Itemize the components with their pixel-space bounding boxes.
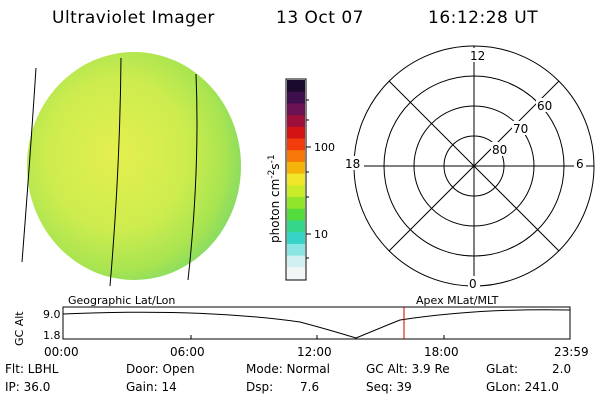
color-bar-segment xyxy=(287,208,305,222)
lat-label-60: 60 xyxy=(537,99,552,113)
altitude-timeline: Geographic Lat/Lon Apex MLat/MLT 9.0 1.8… xyxy=(13,294,589,359)
glat-label: GLat: xyxy=(486,362,519,376)
timeline-left-label: Geographic Lat/Lon xyxy=(68,294,175,307)
color-bar-unit-label: photon cm-2s-1 xyxy=(267,154,282,243)
dsp-value: 7.6 xyxy=(300,380,320,394)
meridian-line-2 xyxy=(109,57,122,287)
label-bg xyxy=(344,156,364,170)
polar-mlt-plot: 12 18 6 0 60 70 80 xyxy=(344,45,595,291)
x-tick-label-0600: 06:00 xyxy=(170,345,205,359)
mlt-label-6: 6 xyxy=(576,157,584,171)
mlt-label-12: 12 xyxy=(470,49,485,63)
timeline-right-label: Apex MLat/MLT xyxy=(416,294,499,307)
color-bar: 100 10 photon cm-2s-1 xyxy=(267,78,335,281)
color-bar-segment xyxy=(287,103,305,116)
y-tick-label-1-8: 1.8 xyxy=(43,329,61,342)
color-bar-frame xyxy=(285,78,307,281)
date-label: 13 Oct 07 xyxy=(276,8,364,28)
label-bg xyxy=(574,156,586,170)
color-bar-segment xyxy=(287,126,305,140)
x-tick-label-1800: 18:00 xyxy=(424,345,459,359)
dsp-label: Dsp: xyxy=(246,380,274,394)
seq-info: Seq: 39 xyxy=(366,380,412,394)
y-axis-label: GC Alt xyxy=(13,311,26,346)
x-tick-label-2359: 23:59 xyxy=(554,345,589,359)
uvi-image xyxy=(21,52,241,287)
color-bar-segment xyxy=(287,267,305,280)
meridian-line-3 xyxy=(187,73,198,281)
instrument-title: Ultraviolet Imager xyxy=(52,8,215,28)
color-bar-segment xyxy=(287,161,305,175)
filter-info: Flt: LBHL xyxy=(5,362,59,376)
door-info: Door: Open xyxy=(126,362,195,376)
label-bg xyxy=(468,276,480,290)
color-bar-segment xyxy=(287,255,305,268)
glon-info: GLon: 241.0 xyxy=(486,380,559,394)
color-bar-segment xyxy=(287,220,305,233)
label-bg xyxy=(491,142,509,156)
label-bg xyxy=(467,48,487,62)
color-bar-segment xyxy=(287,138,305,151)
gain-info: Gain: 14 xyxy=(126,380,177,394)
earth-disk xyxy=(27,52,241,280)
gc-alt-info: GC Alt: 3.9 Re xyxy=(366,362,450,376)
label-bg xyxy=(536,98,554,112)
color-bar-segment xyxy=(287,150,305,163)
ip-info: IP: 36.0 xyxy=(5,380,51,394)
color-bar-tick-label-100: 100 xyxy=(314,141,335,154)
x-tick-label-0000: 00:00 xyxy=(44,345,79,359)
y-tick-label-9: 9.0 xyxy=(43,308,61,321)
mode-info: Mode: Normal xyxy=(246,362,330,376)
x-tick-label-1200: 12:00 xyxy=(297,345,332,359)
gc-altitude-curve xyxy=(62,309,571,339)
color-bar-segment xyxy=(287,115,305,128)
color-bar-segment xyxy=(287,243,305,257)
color-bar-segment xyxy=(287,232,305,245)
lat-label-70: 70 xyxy=(513,122,528,136)
color-bar-tick-label-10: 10 xyxy=(314,228,328,241)
lat-label-80: 80 xyxy=(492,143,507,157)
mlt-label-0: 0 xyxy=(469,277,477,291)
color-bar-segment xyxy=(287,91,305,105)
meridian-line-1 xyxy=(21,67,37,263)
time-label: 16:12:28 UT xyxy=(428,8,539,28)
mlt-label-18: 18 xyxy=(345,157,360,171)
color-bar-segment xyxy=(287,173,305,186)
color-bar-segment xyxy=(287,80,305,93)
glat-value: 2.0 xyxy=(552,362,572,376)
color-bar-segment xyxy=(287,185,305,198)
color-bar-segment xyxy=(287,197,305,210)
label-bg xyxy=(512,121,530,135)
polar-diagonal-2 xyxy=(388,80,560,252)
